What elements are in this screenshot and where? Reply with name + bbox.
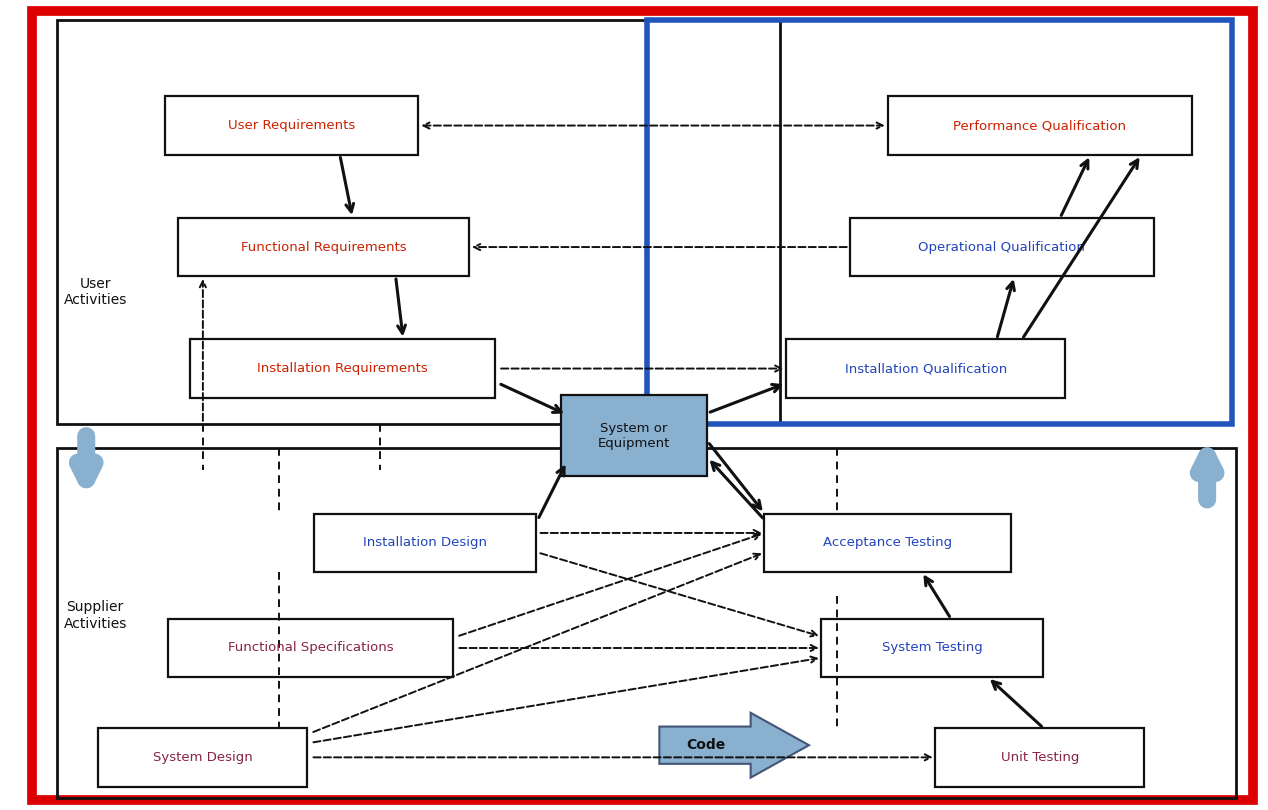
FancyBboxPatch shape [560, 395, 708, 476]
FancyBboxPatch shape [167, 619, 454, 677]
Text: User Requirements: User Requirements [228, 119, 355, 132]
Text: Functional Requirements: Functional Requirements [241, 241, 406, 254]
FancyBboxPatch shape [178, 218, 469, 276]
FancyBboxPatch shape [99, 728, 307, 787]
FancyBboxPatch shape [786, 339, 1065, 398]
Text: Performance Qualification: Performance Qualification [954, 119, 1126, 132]
FancyBboxPatch shape [850, 218, 1154, 276]
Text: Code: Code [687, 738, 725, 752]
Text: System Testing: System Testing [881, 642, 983, 654]
Text: Installation Design: Installation Design [363, 536, 487, 549]
FancyBboxPatch shape [763, 514, 1011, 572]
FancyBboxPatch shape [888, 96, 1192, 155]
Text: Acceptance Testing: Acceptance Testing [823, 536, 952, 549]
Text: User
Activities: User Activities [63, 276, 127, 307]
FancyBboxPatch shape [190, 339, 495, 398]
Text: Installation Qualification: Installation Qualification [844, 362, 1007, 375]
Text: System Design: System Design [153, 751, 252, 764]
Text: Operational Qualification: Operational Qualification [918, 241, 1085, 254]
FancyBboxPatch shape [822, 619, 1042, 677]
FancyBboxPatch shape [165, 96, 418, 155]
Text: Installation Requirements: Installation Requirements [257, 362, 427, 375]
Text: Unit Testing: Unit Testing [1000, 751, 1079, 764]
FancyBboxPatch shape [314, 514, 535, 572]
Text: System or
Equipment: System or Equipment [597, 422, 671, 450]
Polygon shape [659, 713, 809, 778]
Text: Supplier
Activities: Supplier Activities [63, 600, 127, 631]
FancyBboxPatch shape [935, 728, 1144, 787]
Text: Functional Specifications: Functional Specifications [228, 642, 393, 654]
